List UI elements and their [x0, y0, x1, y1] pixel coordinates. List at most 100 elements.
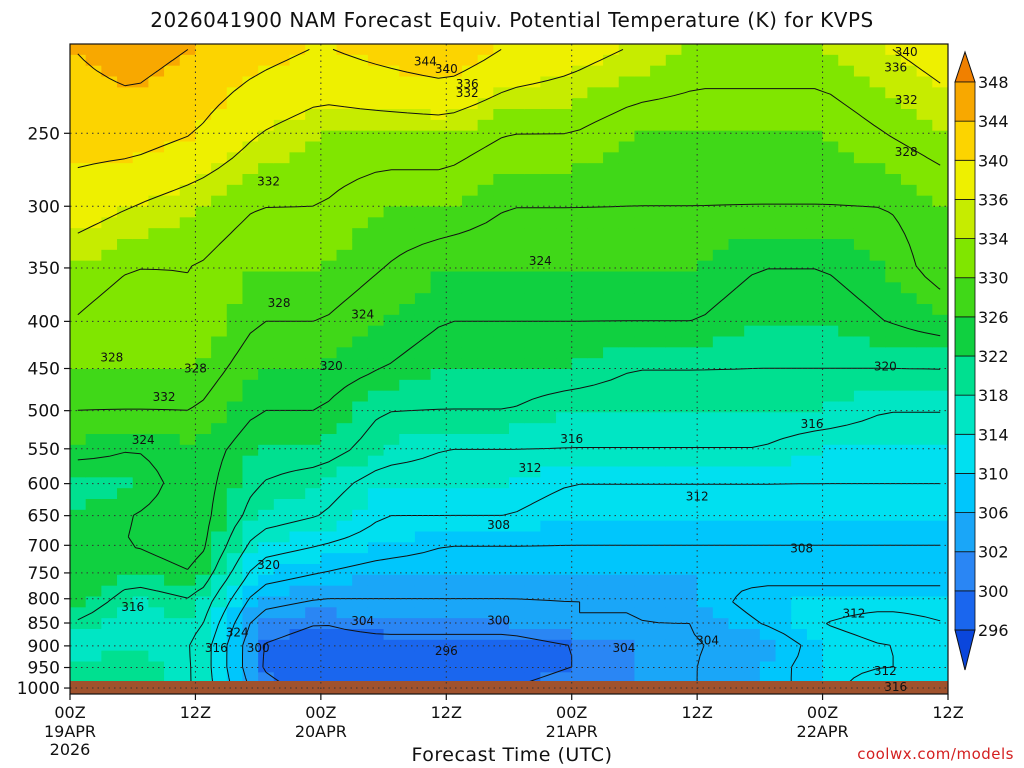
contour-label: 324 — [132, 433, 155, 447]
contour-label: 312 — [874, 664, 897, 678]
x-tick-label: 00Z — [807, 703, 838, 722]
colorbar-label: 306 — [978, 504, 1009, 523]
colorbar-swatch — [954, 316, 976, 357]
contour-label: 300 — [247, 641, 270, 655]
y-tick-label: 650 — [28, 507, 60, 527]
colorbar-label: 344 — [978, 112, 1009, 131]
colorbar-label: 318 — [978, 386, 1009, 405]
y-tick-label: 400 — [28, 312, 60, 332]
colorbar-swatch — [954, 394, 976, 435]
contour-label: 316 — [884, 680, 907, 694]
contour-line — [226, 544, 941, 689]
contour-line — [77, 48, 502, 169]
contour-label: 320 — [320, 359, 343, 373]
y-tick-label: 350 — [28, 259, 60, 279]
contour-line — [242, 598, 705, 689]
y-tick-label: 800 — [28, 590, 60, 610]
x-tick-label: 12Z — [681, 703, 712, 722]
grid-lines — [70, 44, 948, 694]
contour-label: 316 — [121, 600, 144, 614]
colorbar-swatch — [954, 355, 976, 396]
colorbar-swatch — [954, 159, 976, 200]
contour-label: 332 — [257, 174, 280, 188]
x-tick-label: 12Z — [180, 703, 211, 722]
colorbar-label: 334 — [978, 230, 1009, 249]
contour-label: 328 — [895, 145, 918, 159]
contour-label: 304 — [696, 634, 719, 648]
contour-labels: 3443403363323403363323283323243283243283… — [100, 45, 917, 694]
contour-line — [77, 88, 941, 316]
colorbar-extend-bottom — [954, 629, 976, 671]
colorbar-swatch — [954, 81, 976, 122]
contour-label: 304 — [613, 641, 636, 655]
x-tick-label: 12Z — [431, 703, 462, 722]
x-axis-label: Forecast Time (UTC) — [411, 744, 613, 766]
contour-label: 332 — [895, 93, 918, 107]
contour-label: 328 — [184, 362, 207, 376]
y-tick-label: 300 — [28, 197, 60, 217]
credit-link[interactable]: coolwx.com/models — [857, 745, 1014, 763]
y-axis: 250 300 350 400 450 500 550 600 650 700 750 800 850 9… — [17, 124, 70, 699]
y-tick-label: 700 — [28, 536, 60, 556]
contour-line — [77, 49, 189, 87]
x-tick-label: 00Z — [305, 703, 336, 722]
contour-label: 312 — [518, 461, 541, 475]
x-tick-label: 00Z — [556, 703, 587, 722]
y-tick-label: 950 — [28, 659, 60, 679]
x-tick-date: 21APR — [546, 722, 598, 741]
contour-label: 304 — [351, 614, 374, 628]
colorbar-swatch — [954, 512, 976, 553]
contour-line — [77, 203, 941, 411]
colorbar-label: 314 — [978, 425, 1009, 444]
contour-label: 308 — [790, 542, 813, 556]
contour-label: 344 — [414, 55, 437, 69]
contour-label: 324 — [351, 307, 374, 321]
contour-label: 340 — [435, 62, 458, 76]
y-tick-label: 500 — [28, 402, 60, 422]
contour-label: 312 — [842, 606, 865, 620]
contour-label: 336 — [456, 77, 479, 91]
colorbar-label: 336 — [978, 190, 1009, 209]
colorbar-label: 322 — [978, 347, 1009, 366]
colorbar-swatch — [954, 199, 976, 239]
colorbar-swatch — [954, 277, 976, 318]
y-tick-label: 1000 — [17, 679, 60, 699]
colorbar-label: 330 — [978, 269, 1009, 288]
contour-label: 312 — [686, 490, 709, 504]
y-tick-label: 600 — [28, 475, 60, 495]
colorbar-swatch — [954, 238, 976, 279]
colorbar-label: 302 — [978, 543, 1009, 562]
contour-label: 316 — [560, 432, 583, 446]
contour-label: 308 — [487, 518, 510, 532]
contour-label: 328 — [268, 296, 291, 310]
ground-bar — [70, 681, 948, 694]
x-tick-date: 22APR — [797, 722, 849, 741]
colorbar: 296 300 302 306 310 314 318 322 326 330 334 336 340 3… — [954, 50, 1009, 671]
x-tick-date: 20APR — [295, 722, 347, 741]
colorbar-label: 296 — [978, 621, 1009, 640]
contour-label: 316 — [801, 417, 824, 431]
x-tick-year: 2026 — [50, 740, 91, 759]
y-tick-label: 750 — [28, 564, 60, 584]
contour-label: 320 — [874, 360, 897, 374]
contour-label: 328 — [100, 351, 123, 365]
contour-label: 320 — [257, 558, 280, 572]
y-tick-label: 250 — [28, 124, 60, 144]
colorbar-label: 300 — [978, 582, 1009, 601]
colorbar-swatch — [954, 551, 976, 592]
contour-label: 332 — [456, 86, 479, 100]
x-tick-label: 12Z — [932, 703, 963, 722]
colorbar-label: 340 — [978, 151, 1009, 170]
contour-label: 316 — [205, 641, 228, 655]
colorbar-label: 348 — [978, 73, 1009, 92]
colorbar-swatch — [954, 120, 976, 161]
contour-label: 336 — [884, 60, 907, 74]
chart-title: 2026041900 NAM Forecast Equiv. Potential… — [150, 8, 874, 32]
y-tick-label: 450 — [28, 360, 60, 380]
colorbar-label: 310 — [978, 464, 1009, 483]
contour-label: 340 — [895, 45, 918, 59]
contour-line — [77, 367, 941, 621]
x-tick-date: 19APR — [44, 722, 96, 741]
